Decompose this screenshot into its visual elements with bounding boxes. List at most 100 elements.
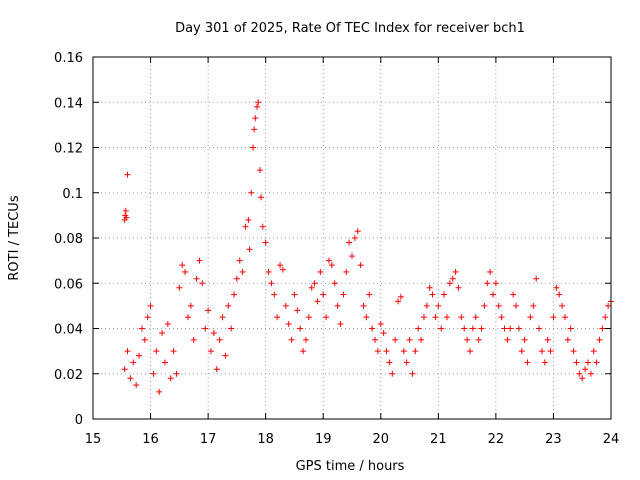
data-point — [550, 314, 557, 321]
data-point — [346, 239, 353, 246]
data-point — [392, 336, 399, 343]
data-point — [443, 314, 450, 321]
data-point — [202, 325, 209, 332]
data-point — [593, 359, 600, 366]
data-point — [472, 314, 479, 321]
data-point — [311, 280, 318, 287]
data-point — [225, 302, 232, 309]
data-point — [418, 336, 425, 343]
data-point — [415, 325, 422, 332]
x-tick-label: 22 — [488, 432, 505, 447]
data-point — [380, 330, 387, 337]
data-point — [236, 257, 243, 264]
data-point — [515, 325, 522, 332]
data-point — [265, 268, 272, 275]
x-tick-label: 20 — [373, 432, 390, 447]
chart-title: Day 301 of 2025, Rate Of TEC Index for r… — [175, 21, 525, 36]
data-point — [357, 262, 364, 269]
data-point — [561, 314, 568, 321]
data-point — [213, 366, 220, 373]
data-point — [167, 375, 174, 382]
data-point — [245, 216, 252, 223]
data-point — [406, 336, 413, 343]
data-point — [164, 320, 171, 327]
data-point — [187, 302, 194, 309]
data-point — [374, 348, 381, 355]
data-point — [159, 330, 166, 337]
data-point — [248, 189, 255, 196]
data-point — [349, 253, 355, 260]
data-point — [246, 246, 253, 253]
data-point — [481, 302, 488, 309]
data-point — [435, 302, 442, 309]
data-point — [308, 284, 315, 291]
data-point — [184, 314, 191, 321]
data-point — [337, 320, 344, 327]
data-point — [297, 325, 304, 332]
data-point — [323, 314, 330, 321]
data-point — [372, 336, 379, 343]
data-point — [553, 284, 560, 291]
data-point — [449, 275, 456, 282]
data-point — [495, 302, 502, 309]
data-point — [403, 359, 410, 366]
data-point — [369, 325, 376, 332]
y-tick-label: 0.04 — [54, 323, 83, 338]
y-tick-label: 0.08 — [54, 232, 83, 247]
x-tick-label: 17 — [200, 432, 217, 447]
data-point — [258, 194, 265, 201]
data-point — [466, 348, 473, 355]
data-point — [518, 348, 525, 355]
data-point — [507, 325, 514, 332]
data-point — [409, 370, 416, 377]
y-tick-label: 0.16 — [54, 51, 83, 66]
data-point — [354, 228, 361, 235]
data-point — [360, 302, 367, 309]
data-point — [130, 359, 137, 366]
data-point — [455, 284, 462, 291]
data-point — [268, 280, 275, 287]
data-point — [458, 314, 465, 321]
y-axis-label: ROTI / TECUs — [7, 195, 22, 280]
y-tick-label: 0.14 — [54, 96, 83, 111]
x-tick-label: 21 — [430, 432, 447, 447]
data-point — [564, 336, 571, 343]
data-point — [222, 352, 229, 359]
y-tick-label: 0.06 — [54, 277, 83, 292]
data-point — [484, 280, 491, 287]
data-point — [530, 302, 537, 309]
data-point — [582, 366, 589, 373]
data-point — [123, 214, 130, 221]
data-point — [219, 314, 226, 321]
data-point — [377, 320, 384, 327]
data-point — [216, 336, 223, 343]
data-point — [233, 275, 240, 282]
data-point — [576, 370, 583, 377]
data-point — [584, 359, 591, 366]
data-point — [196, 257, 203, 264]
data-point — [426, 284, 433, 291]
data-point — [179, 262, 186, 269]
data-point — [395, 298, 402, 305]
data-point — [250, 144, 257, 151]
data-point — [504, 336, 511, 343]
data-point — [205, 307, 212, 314]
data-point — [351, 235, 358, 241]
data-point — [363, 314, 370, 321]
data-point — [343, 268, 350, 275]
data-point — [294, 307, 301, 314]
data-point — [314, 298, 321, 305]
data-point — [156, 388, 163, 395]
data-point — [386, 359, 393, 366]
data-point — [121, 366, 128, 373]
data-point — [255, 99, 262, 106]
data-point — [251, 126, 258, 133]
x-tick-label: 23 — [545, 432, 562, 447]
data-point — [490, 291, 497, 298]
data-point — [271, 291, 278, 298]
x-axis-label: GPS time / hours — [296, 459, 405, 474]
data-point — [317, 268, 324, 275]
data-point — [252, 115, 259, 122]
data-point — [300, 348, 307, 355]
data-point — [331, 280, 338, 287]
